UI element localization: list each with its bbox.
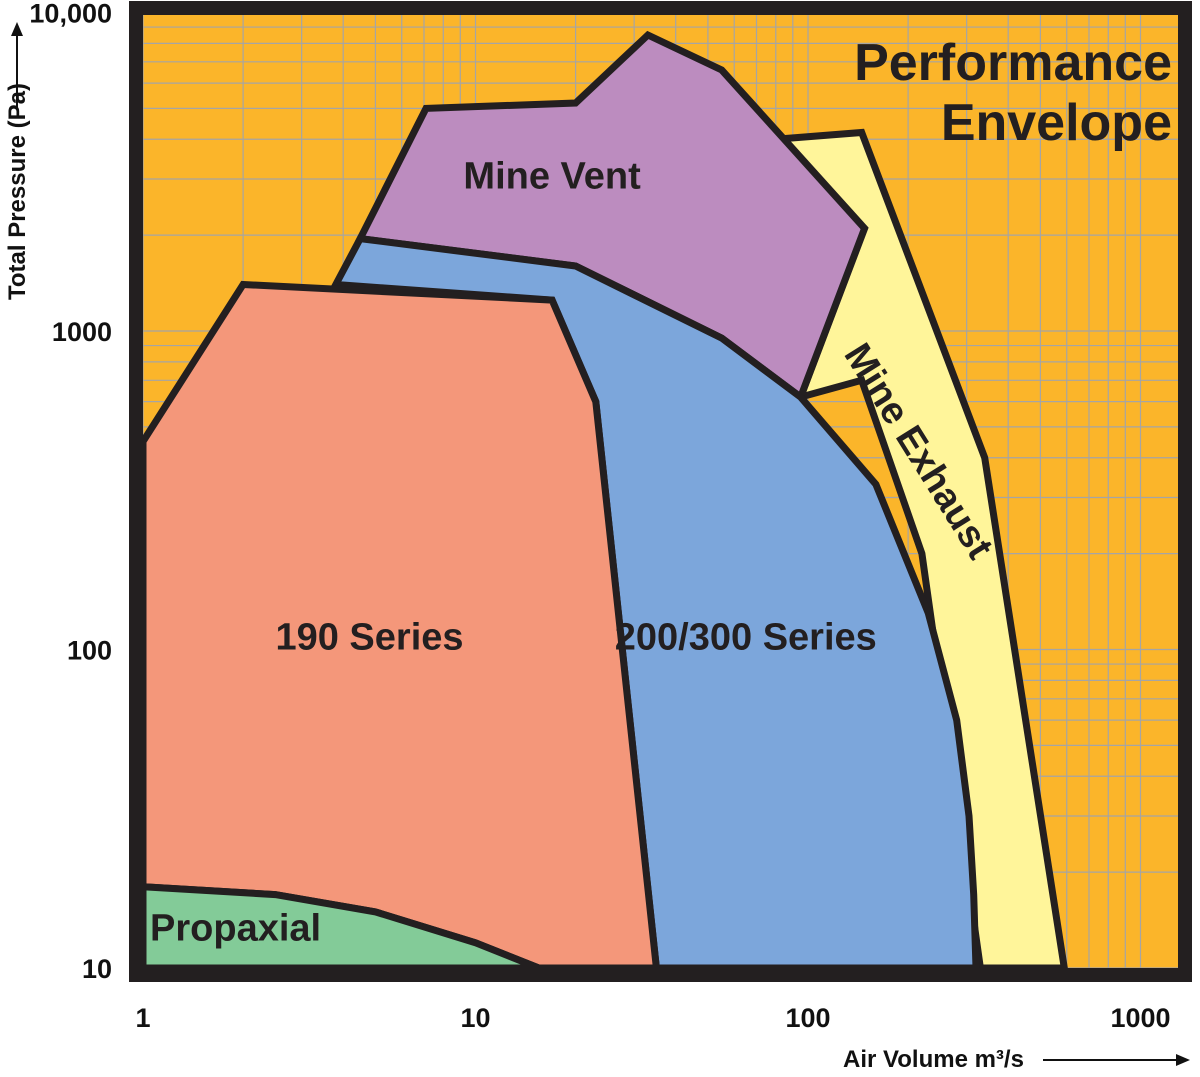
- x-axis-arrow-head: [1176, 1054, 1190, 1066]
- region-label-propaxial: Propaxial: [150, 907, 321, 949]
- x-tick-label: 1000: [1110, 1003, 1170, 1033]
- x-axis-title-text: Air Volume m³/s: [843, 1046, 1024, 1073]
- chart-title-line-2: Envelope: [941, 94, 1172, 152]
- y-tick-label: 100: [67, 636, 112, 666]
- plot-frame: [129, 1, 1192, 982]
- x-tick-label: 100: [785, 1003, 830, 1033]
- envelope-regions: [139, 30, 1069, 972]
- x-axis-ticks: 1 10 100 1000: [135, 1003, 1170, 1033]
- region-label-190-series: 190 Series: [275, 617, 463, 659]
- chart-title-line-1: Performance: [854, 34, 1172, 92]
- y-axis-title-text: Total Pressure (Pa): [4, 83, 31, 300]
- x-axis-title: Air Volume m³/s: [843, 1046, 1190, 1073]
- y-axis-arrow-head: [11, 22, 23, 36]
- region-label-mine-vent: Mine Vent: [463, 156, 641, 198]
- y-axis-ticks: 10 100 1000 10,000: [29, 0, 112, 984]
- x-tick-label: 10: [460, 1003, 490, 1033]
- y-tick-label: 10,000: [29, 0, 112, 29]
- y-tick-label: 1000: [52, 317, 112, 347]
- y-axis-title: Total Pressure (Pa): [4, 22, 31, 300]
- region-label-200-300-series: 200/300 Series: [615, 617, 877, 659]
- y-tick-label: 10: [82, 954, 112, 984]
- x-tick-label: 1: [135, 1003, 150, 1033]
